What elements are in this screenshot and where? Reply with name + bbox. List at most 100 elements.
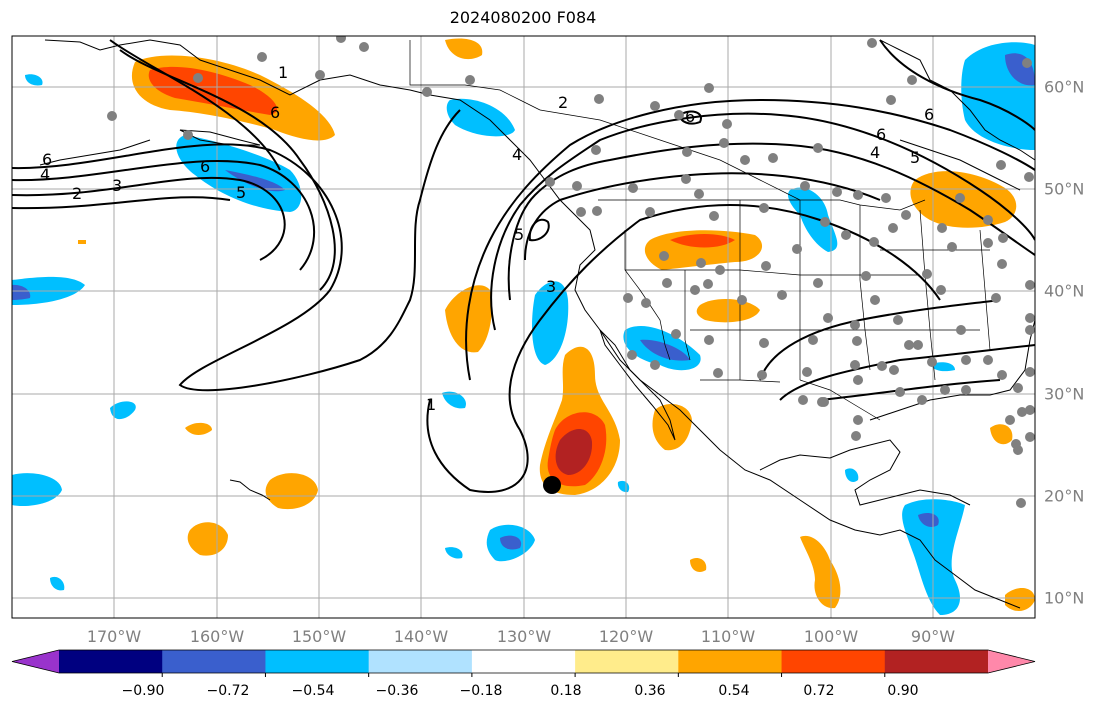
station-marker (545, 177, 555, 187)
colorbar-tick-label: −0.36 (375, 683, 419, 699)
station-marker (955, 193, 965, 203)
fill-darkblue-nevada (640, 339, 690, 361)
station-marker (813, 278, 823, 288)
station-marker (853, 415, 863, 425)
lat-label: 60°N (1044, 77, 1085, 97)
fill-orange-gulf-east (990, 424, 1013, 445)
contour-label: 2 (72, 184, 82, 203)
station-marker (881, 193, 891, 203)
station-marker (819, 397, 829, 407)
colorbar-tick-label: 0.72 (803, 683, 835, 699)
station-marker (922, 269, 932, 279)
lon-label: 120°W (598, 627, 654, 646)
station-marker (998, 233, 1008, 243)
station-marker (889, 365, 899, 375)
fill-orange-small-2 (78, 240, 86, 244)
colorbar-tick-label: −0.54 (291, 683, 335, 699)
station-marker (850, 360, 860, 370)
contour-label: 3 (112, 176, 122, 195)
station-marker (759, 338, 769, 348)
station-marker (592, 206, 602, 216)
contour-label: 3 (546, 277, 556, 296)
lon-label: 140°W (393, 627, 449, 646)
station-marker (895, 387, 905, 397)
contour-label: 5 (514, 225, 524, 244)
station-marker (936, 285, 946, 295)
station-marker (359, 42, 369, 52)
colorbar-tick-label: −0.90 (121, 683, 165, 699)
lon-label: 110°W (700, 627, 756, 646)
state-borders (409, 40, 991, 421)
station-marker (1025, 432, 1035, 442)
station-marker (983, 215, 993, 225)
station-marker (997, 370, 1007, 380)
contour-label: 1 (278, 63, 288, 82)
station-marker (662, 278, 672, 288)
station-marker (832, 187, 842, 197)
station-marker (907, 75, 917, 85)
station-marker (650, 360, 660, 370)
station-marker (947, 242, 957, 252)
station-marker (696, 258, 706, 268)
station-marker (996, 160, 1006, 170)
station-marker (572, 181, 582, 191)
station-marker (823, 313, 833, 323)
station-marker (1022, 58, 1032, 68)
station-marker (1024, 172, 1034, 182)
fill-blue-central-am (902, 499, 965, 615)
fill-darkred-baja (555, 428, 593, 475)
station-marker (893, 315, 903, 325)
station-marker (1025, 280, 1035, 290)
fill-blue-small-2 (442, 391, 466, 409)
contour-label: 4 (512, 145, 522, 164)
colorbar-tick-label: −0.72 (206, 683, 250, 699)
station-marker (853, 190, 863, 200)
lon-label: 100°W (803, 627, 859, 646)
station-marker (800, 181, 810, 191)
station-marker (853, 375, 863, 385)
station-marker (1013, 445, 1023, 455)
lon-label: 130°W (496, 627, 552, 646)
station-marker (851, 431, 861, 441)
station-marker (1016, 498, 1026, 508)
colorbar-tick-label: 0.36 (634, 683, 666, 699)
station-marker (917, 395, 927, 405)
station-marker (645, 207, 655, 217)
contour-label: 4 (870, 143, 880, 162)
station-marker (904, 340, 914, 350)
map-title: 2024080200 F084 (449, 8, 597, 27)
station-marker (722, 119, 732, 129)
station-marker (759, 203, 769, 213)
colorbar-tick-label: 0.18 (550, 683, 582, 699)
station-marker (802, 367, 812, 377)
station-marker (983, 355, 993, 365)
station-marker (641, 298, 651, 308)
station-marker (623, 293, 633, 303)
station-marker (861, 271, 871, 281)
fill-blue-small-8 (617, 480, 630, 493)
station-marker (715, 265, 725, 275)
station-marker (877, 361, 887, 371)
station-marker (997, 259, 1007, 269)
station-marker (627, 350, 637, 360)
station-marker (690, 285, 700, 295)
fill-darkblue-central-am (918, 513, 939, 527)
fill-blue-coast (532, 281, 569, 365)
fill-blue-small-4 (845, 468, 859, 482)
lat-label: 50°N (1044, 179, 1085, 199)
lon-label: 170°W (86, 627, 142, 646)
fill-blue-small-7 (50, 576, 65, 591)
contour-label: 6 (876, 125, 886, 144)
fill-orange-ca (445, 285, 492, 353)
contour-label: 5 (236, 183, 246, 202)
station-marker (1025, 367, 1035, 377)
contour-label: 4 (40, 165, 50, 184)
fill-blue-small-1 (110, 401, 136, 420)
fill-darkblue-gulf (225, 170, 285, 192)
station-markers (107, 36, 1035, 508)
lat-label: 20°N (1044, 486, 1085, 506)
contour-label: 6 (924, 105, 934, 124)
station-marker (1013, 383, 1023, 393)
station-marker (719, 138, 729, 148)
storm-position-marker (543, 476, 561, 494)
